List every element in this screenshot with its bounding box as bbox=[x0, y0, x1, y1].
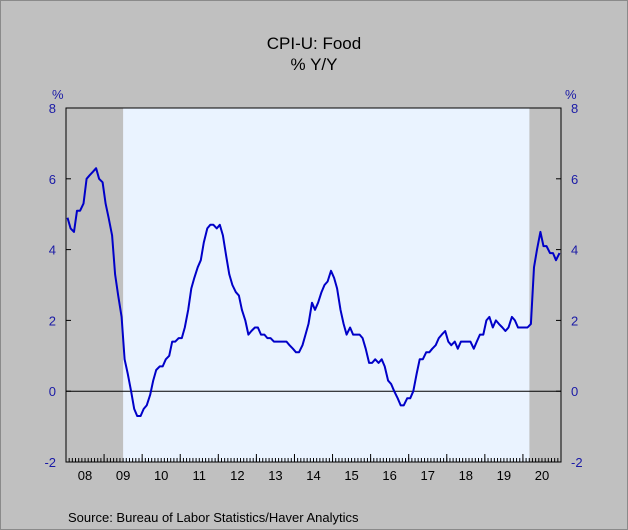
y-tick-label-left: 2 bbox=[49, 313, 56, 328]
x-tick-label: 18 bbox=[459, 468, 473, 483]
x-tick-label: 20 bbox=[535, 468, 549, 483]
y-tick-label-right: -2 bbox=[571, 455, 583, 470]
y-tick-label-right: 8 bbox=[571, 101, 578, 116]
y-tick-label-left: 6 bbox=[49, 172, 56, 187]
recession-band bbox=[66, 108, 124, 462]
plot-area bbox=[66, 108, 561, 462]
y-tick-label-left: 0 bbox=[49, 384, 56, 399]
x-tick-label: 08 bbox=[78, 468, 92, 483]
y-unit-right: % bbox=[565, 87, 577, 102]
x-tick-label: 13 bbox=[268, 468, 282, 483]
x-tick-label: 19 bbox=[497, 468, 511, 483]
x-tick-label: 12 bbox=[230, 468, 244, 483]
chart-subtitle: % Y/Y bbox=[291, 55, 338, 74]
x-tick-label: 17 bbox=[420, 468, 434, 483]
x-tick-label: 15 bbox=[344, 468, 358, 483]
y-tick-label-right: 0 bbox=[571, 384, 578, 399]
y-tick-label-right: 6 bbox=[571, 172, 578, 187]
chart-title: CPI-U: Food bbox=[267, 34, 361, 53]
x-tick-label: 10 bbox=[154, 468, 168, 483]
y-tick-label-right: 2 bbox=[571, 313, 578, 328]
series-line bbox=[66, 167, 561, 417]
series-group bbox=[66, 167, 561, 417]
x-tick-label: 09 bbox=[116, 468, 130, 483]
y-tick-label-left: 8 bbox=[49, 101, 56, 116]
x-tick-label: 11 bbox=[193, 468, 207, 483]
y-axis-right: -2 0 2 4 6 8 bbox=[556, 101, 583, 470]
y-tick-label-left: 4 bbox=[49, 243, 56, 258]
y-tick-label-left: -2 bbox=[44, 455, 56, 470]
recession-band bbox=[529, 108, 561, 462]
y-tick-label-right: 4 bbox=[571, 243, 578, 258]
x-axis: 08 09 10 11 12 13 14 15 16 17 18 19 20 bbox=[65, 454, 562, 483]
source-note: Source: Bureau of Labor Statistics/Haver… bbox=[68, 510, 359, 525]
x-tick-label: 16 bbox=[382, 468, 396, 483]
y-axis-left: -2 0 2 4 6 8 bbox=[44, 101, 71, 470]
recession-shading bbox=[66, 108, 561, 462]
y-unit-left: % bbox=[52, 87, 64, 102]
x-tick-label: 14 bbox=[306, 468, 320, 483]
